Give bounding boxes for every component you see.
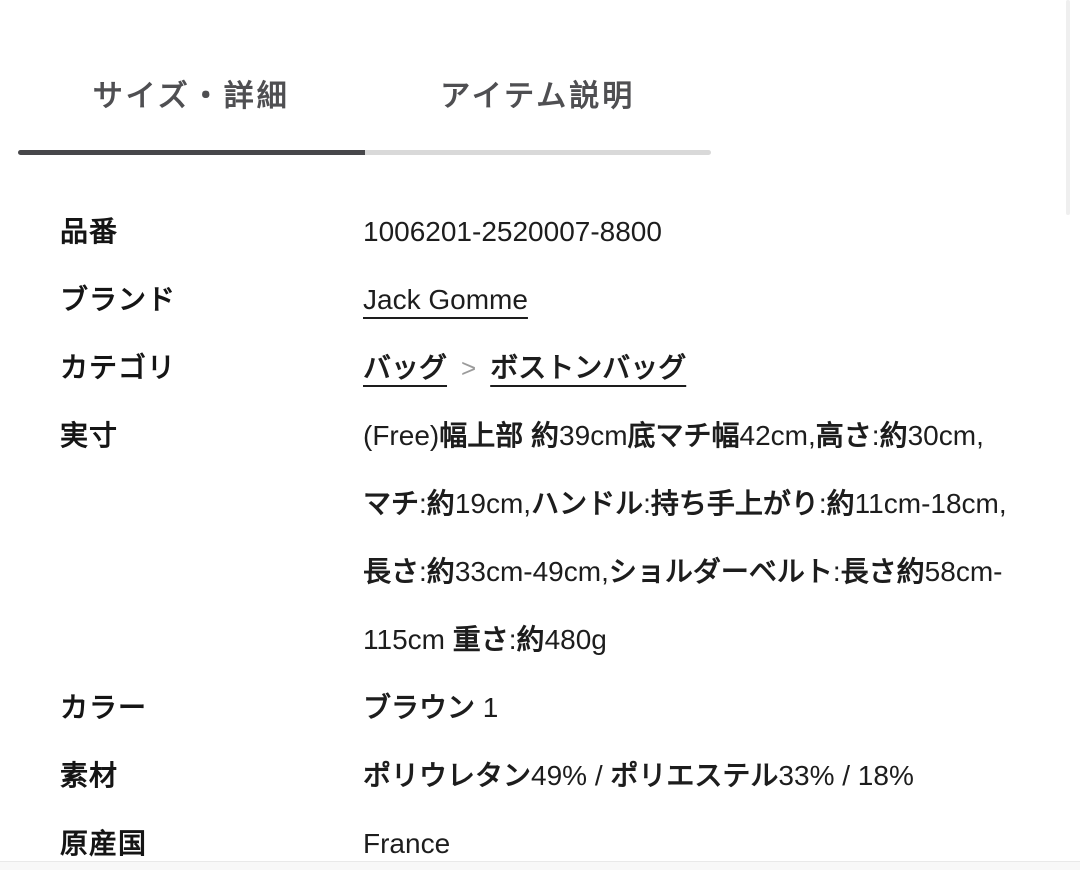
spec-row-measurements: 実寸 (Free)幅上部 約39cm底マチ幅42cm,高さ:約30cm,マチ:約… [60,402,1010,674]
origin-label: 原産国 [60,828,148,859]
category-link-boston-bag[interactable]: ボストンバッグ [490,352,687,383]
product-detail-tabs: サイズ・詳細 アイテム説明 [18,80,711,155]
spec-row-category: カテゴリ バッグ > ボストンバッグ [60,334,1010,402]
spec-row-origin: 原産国 France [60,810,1010,878]
section-divider [0,861,1080,870]
breadcrumb-separator: > [461,353,477,383]
material-value: ポリウレタン49% / ポリエステル33% / 18% [363,760,914,791]
spec-row-color: カラー ブラウン 1 [60,674,1010,742]
category-label: カテゴリ [60,352,177,383]
spec-row-material: 素材 ポリウレタン49% / ポリエステル33% / 18% [60,742,1010,810]
measurements-label: 実寸 [60,420,119,451]
material-label: 素材 [60,760,119,791]
inactive-tab-indicator [364,150,711,155]
tab-size-details[interactable]: サイズ・詳細 [92,80,290,113]
origin-value: France [363,828,451,859]
color-label: カラー [60,692,148,723]
category-breadcrumb: バッグ > ボストンバッグ [363,334,1010,402]
brand-link[interactable]: Jack Gomme [363,284,528,315]
color-value: ブラウン 1 [363,692,499,723]
spec-row-brand: ブランド Jack Gomme [60,266,1010,334]
item-number-value: 1006201-2520007-8800 [363,216,662,247]
scrollbar-thumb[interactable] [1066,0,1070,215]
category-link-bag[interactable]: バッグ [363,352,448,383]
measurements-value: (Free)幅上部 約39cm底マチ幅42cm,高さ:約30cm,マチ:約19c… [363,420,1007,655]
brand-label: ブランド [60,284,177,315]
item-number-label: 品番 [60,216,119,247]
active-tab-indicator [18,150,365,155]
tab-item-description[interactable]: アイテム説明 [440,80,636,113]
spec-table: 品番 1006201-2520007-8800 ブランド Jack Gomme … [60,198,1010,878]
tab-underline-track [18,150,711,155]
spec-row-item-number: 品番 1006201-2520007-8800 [60,198,1010,266]
